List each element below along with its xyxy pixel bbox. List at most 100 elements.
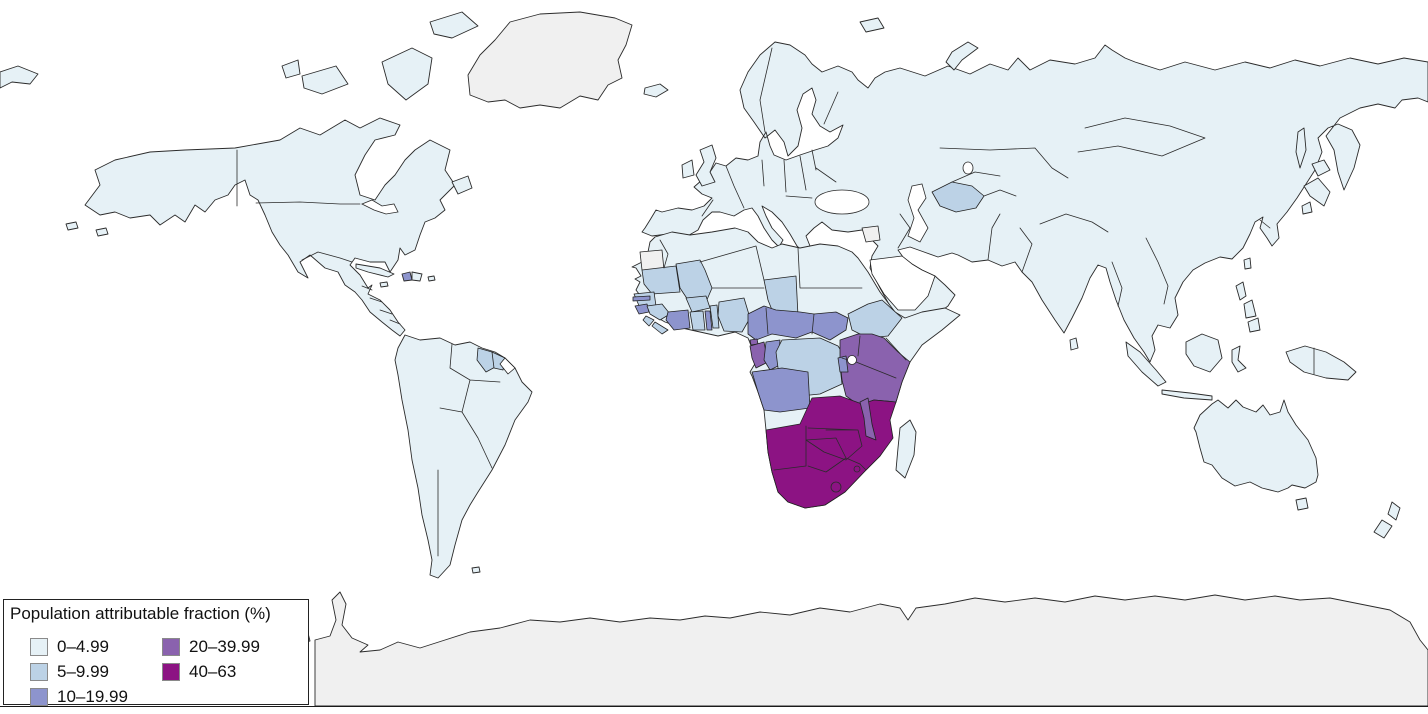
country-turkmenistan — [931, 181, 985, 213]
island-aleutian-2 — [95, 227, 109, 237]
country-saudi-arabia — [869, 255, 936, 311]
country-liberia — [651, 321, 669, 335]
region-new-guinea — [1285, 345, 1357, 381]
region-taiwan — [1243, 257, 1252, 270]
legend-swatch-3 — [162, 637, 180, 656]
region-sri-lanka — [1069, 337, 1079, 351]
region-ireland — [681, 159, 695, 179]
region-great-britain — [695, 144, 717, 187]
legend-swatch-0 — [30, 637, 48, 656]
country-western-sahara — [639, 249, 665, 271]
region-north-america — [84, 117, 456, 337]
region-japan-honshu — [1303, 177, 1331, 207]
island-baffin — [381, 47, 433, 101]
region-philippines-visayas — [1243, 299, 1257, 319]
sea-aral — [962, 161, 974, 175]
borders-east-africa — [765, 307, 897, 379]
legend-label-2: 10–19.99 — [57, 686, 128, 706]
country-syria — [861, 225, 881, 243]
legend-label-0: 0–4.99 — [57, 636, 109, 656]
region-new-zealand-north — [1387, 501, 1401, 521]
island-falklands — [471, 566, 481, 574]
country-dominican-republic — [411, 271, 423, 282]
region-philippines-luzon — [1235, 281, 1247, 301]
region-new-zealand-south — [1373, 519, 1393, 539]
country-mauritania — [641, 265, 681, 295]
region-japan-hokkaido — [1311, 159, 1331, 177]
borders-southern-africa — [773, 425, 867, 473]
region-antarctica — [314, 591, 1428, 707]
region-java — [1161, 389, 1213, 401]
region-australia — [1193, 399, 1319, 493]
legend: Population attributable fraction (%) 0–4… — [3, 599, 309, 706]
legend-item-3: 20–39.99 — [162, 634, 260, 659]
region-puerto-rico — [427, 275, 436, 282]
country-benin — [709, 304, 720, 329]
legend-item-4: 40–63 — [162, 659, 260, 684]
country-gabon — [749, 341, 769, 369]
country-angola — [751, 367, 811, 413]
lake-victoria — [847, 355, 857, 365]
country-malawi — [859, 397, 877, 441]
legend-label-3: 20–39.99 — [189, 636, 260, 656]
region-chukotka-wrap — [0, 65, 39, 89]
country-haiti — [401, 271, 413, 282]
legend-item-0: 0–4.99 — [30, 634, 128, 659]
region-borneo — [1185, 333, 1223, 373]
lake-great-lakes — [361, 199, 399, 215]
region-cuba — [355, 263, 395, 278]
island-novaya-zemlya — [945, 41, 979, 71]
island-aleutian-1 — [65, 221, 79, 231]
borders-south-america — [437, 343, 501, 557]
country-congo — [763, 339, 781, 371]
country-lesotho — [830, 481, 842, 493]
country-cote-divoire — [665, 309, 691, 331]
island-banks — [281, 59, 301, 79]
sea-caspian — [907, 183, 929, 243]
island-newfoundland — [451, 175, 473, 195]
country-guinea — [646, 303, 671, 321]
region-eurasia — [641, 41, 1428, 363]
country-sierra-leone — [642, 315, 655, 327]
legend-label-4: 40–63 — [189, 661, 237, 681]
legend-title: Population attributable fraction (%) — [10, 604, 271, 623]
country-gambia — [632, 295, 651, 302]
block-southern-africa — [765, 395, 897, 509]
legend-swatch-1 — [30, 662, 48, 681]
region-sakhalin — [1295, 127, 1307, 169]
legend-item-1: 5–9.99 — [30, 659, 128, 684]
region-sumatra — [1125, 341, 1167, 387]
region-philippines-mindanao — [1247, 317, 1261, 333]
map-bottom-frame — [0, 706, 1428, 707]
region-iceland — [643, 83, 669, 98]
region-tasmania — [1295, 497, 1309, 511]
region-sulawesi — [1231, 345, 1247, 373]
borders-europe — [701, 47, 839, 217]
region-french-guiana — [499, 357, 516, 375]
country-eswatini — [853, 465, 861, 473]
island-victoria — [301, 65, 349, 95]
legend-swatch-4 — [162, 662, 180, 681]
borders-asia — [897, 117, 1271, 307]
belt-cameroon-car-south-sudan — [747, 305, 849, 341]
sea-black-sea — [814, 189, 870, 215]
region-japan-kyushu — [1301, 201, 1313, 215]
region-greenland — [467, 11, 633, 109]
island-ellesmere — [429, 11, 479, 39]
region-jamaica — [379, 281, 389, 288]
region-south-america — [394, 334, 533, 579]
country-ghana — [689, 310, 706, 331]
country-togo — [704, 310, 713, 331]
region-madagascar — [895, 419, 917, 479]
country-nigeria — [717, 297, 751, 333]
country-ethiopia — [847, 299, 903, 339]
borders-north-america — [236, 149, 401, 325]
country-rwanda-burundi — [837, 355, 849, 373]
legend-label-1: 5–9.99 — [57, 661, 109, 681]
island-svalbard — [859, 17, 885, 33]
borders-north-africa — [659, 239, 907, 361]
legend-swatch-2 — [30, 687, 48, 706]
legend-item-2: 10–19.99 — [30, 684, 128, 709]
